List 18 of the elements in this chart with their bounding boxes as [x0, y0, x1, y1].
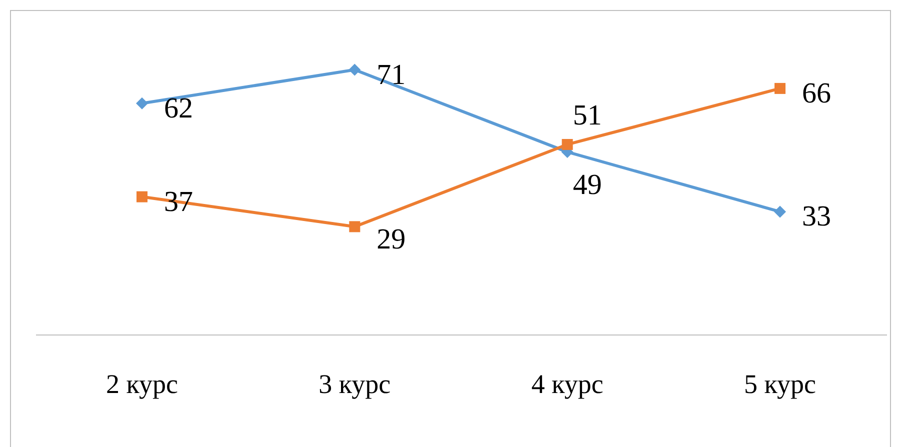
point: [774, 82, 786, 94]
x-tick-label: 3 курс: [318, 369, 391, 399]
data-label: 71: [376, 58, 406, 91]
data-label: 49: [572, 168, 602, 201]
x-tick-label: 4 курс: [531, 369, 604, 399]
point: [136, 97, 148, 110]
point: [349, 221, 360, 232]
point: [348, 64, 361, 76]
point: [136, 191, 148, 202]
data-label: 62: [164, 92, 193, 124]
data-label: 51: [572, 99, 602, 132]
x-tick-label: 2 курс: [106, 369, 178, 399]
data-label: 66: [802, 77, 831, 110]
point: [562, 138, 573, 150]
x-tick-label: 5 курс: [744, 369, 816, 399]
data-label: 33: [802, 200, 831, 233]
point: [774, 206, 786, 218]
data-label: 29: [376, 224, 406, 256]
